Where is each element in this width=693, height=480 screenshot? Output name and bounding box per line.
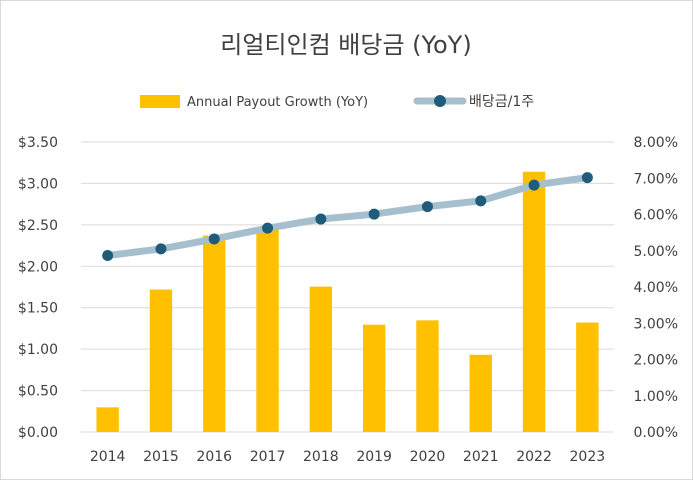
x-axis: 2014 2015 2016 2017 2018 2019 2020 2021 2022 2023 [90, 449, 605, 465]
dividend-point-2019 [368, 208, 380, 220]
dividend-point-2016 [208, 233, 220, 245]
legend-label-dividend: 배당금/1주 [469, 94, 534, 110]
x-tick-label: 2020 [410, 449, 446, 465]
dividend-point-2020 [421, 201, 433, 213]
x-tick-label: 2015 [143, 449, 179, 465]
right-tick-label: 5.00% [634, 244, 678, 260]
x-tick-label: 2022 [516, 449, 552, 465]
left-tick-label: $3.00 [18, 176, 58, 192]
bar-2021 [469, 354, 492, 432]
dividend-point-2015 [155, 243, 167, 255]
chart-title: 리얼티인컴 배당금 (YoY) [220, 31, 471, 59]
legend-swatch-growth [140, 95, 180, 108]
left-tick-label: $0.00 [18, 425, 58, 441]
bar-2022 [522, 171, 546, 432]
right-tick-label: 6.00% [634, 208, 678, 224]
left-axis: $0.00 $0.50 $1.00 $1.50 $2.00 $2.50 $3.00 $3.50 [18, 135, 58, 441]
dividend-point-2022 [528, 179, 540, 191]
right-axis: 0.00% 1.00% 2.00% 3.00% 4.00% 5.00% 6.00% 7.00%… [634, 135, 678, 441]
bar-2018 [309, 286, 333, 432]
bar-2019 [362, 324, 386, 432]
left-tick-label: $2.00 [18, 259, 58, 275]
dividend-point-2018 [315, 213, 327, 225]
left-tick-label: $2.50 [18, 218, 58, 234]
dividend-line [104, 174, 591, 260]
left-tick-label: $1.50 [18, 301, 58, 317]
right-tick-label: 2.00% [634, 353, 678, 369]
bar-2023 [576, 322, 599, 432]
right-tick-label: 8.00% [634, 135, 678, 151]
left-tick-label: $0.50 [18, 384, 58, 400]
bar-2017 [256, 229, 279, 432]
x-tick-label: 2019 [356, 449, 392, 465]
legend-label-growth: Annual Payout Growth (YoY) [187, 95, 368, 110]
right-tick-label: 3.00% [634, 316, 678, 332]
dividend-point-2023 [581, 172, 593, 184]
right-tick-label: 1.00% [634, 389, 678, 405]
bars-growth [96, 171, 599, 432]
bar-2014 [96, 407, 119, 432]
left-tick-label: $3.50 [18, 135, 58, 151]
legend: Annual Payout Growth (YoY) 배당금/1주 [140, 94, 534, 110]
left-tick-label: $1.00 [18, 342, 58, 358]
right-tick-label: 4.00% [634, 280, 678, 296]
x-tick-label: 2023 [570, 449, 606, 465]
dividend-point-2014 [102, 250, 114, 262]
dividend-point-2021 [475, 195, 487, 207]
bar-2015 [149, 289, 173, 432]
x-tick-label: 2021 [463, 449, 499, 465]
legend-swatch-dividend-marker [434, 95, 446, 107]
right-tick-label: 7.00% [634, 171, 678, 187]
bar-2016 [203, 235, 226, 432]
line-dividend [102, 172, 593, 262]
x-tick-label: 2018 [303, 449, 339, 465]
bar-2020 [416, 320, 439, 432]
x-tick-label: 2014 [90, 449, 126, 465]
right-tick-label: 0.00% [634, 425, 678, 441]
x-tick-label: 2017 [250, 449, 286, 465]
x-tick-label: 2016 [196, 449, 232, 465]
dividend-point-2017 [262, 222, 274, 234]
